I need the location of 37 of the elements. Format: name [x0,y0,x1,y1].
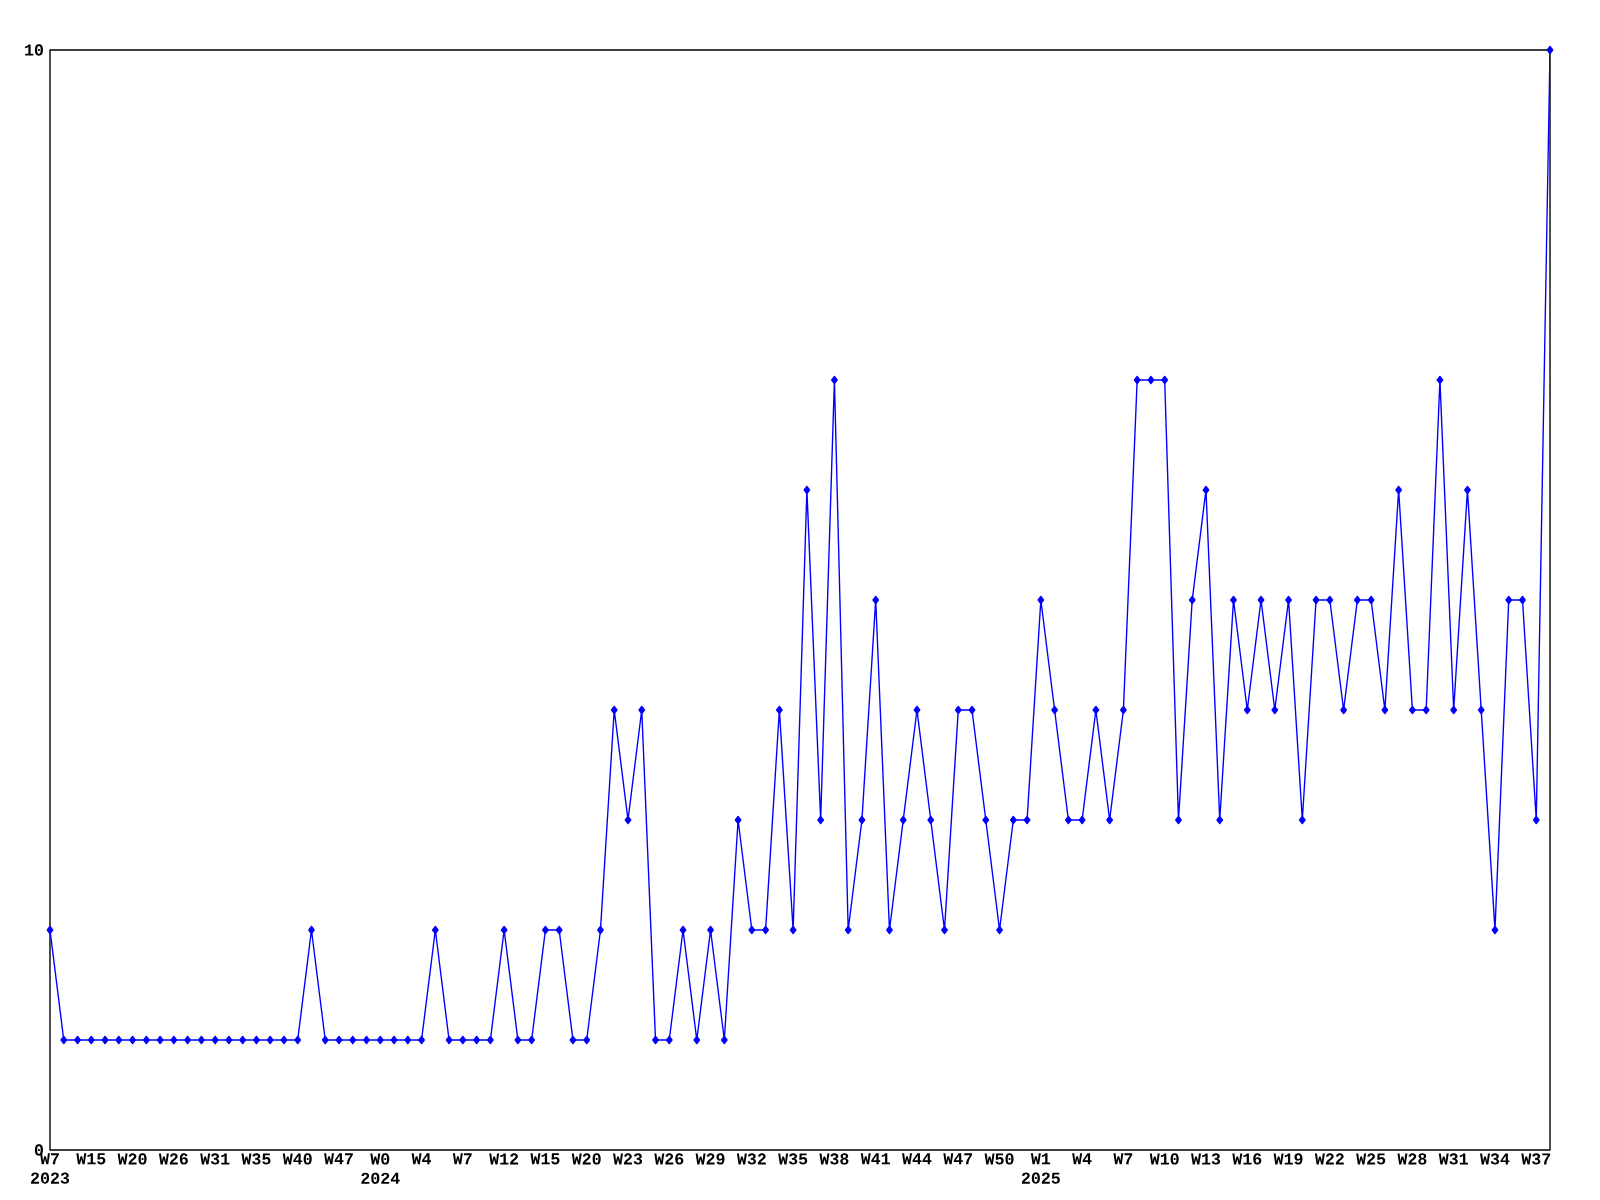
x-tick-label: W4 [1072,1153,1092,1165]
x-tick-label: W44 [902,1153,932,1165]
x-tick-label: W35 [241,1153,271,1165]
y-tick-label: 10 [25,44,43,56]
x-tick-label: W47 [943,1153,973,1165]
x-tick-label: W47 [324,1153,353,1165]
x-tick-label: W31 [200,1153,230,1165]
x-tick-label: W25 [1356,1153,1386,1165]
x-tick-label: W13 [1191,1153,1221,1165]
x-tick-label: W41 [860,1153,890,1165]
x-tick-label: W0 2024 [361,1153,400,1184]
x-tick-label: W34 [1480,1153,1510,1165]
x-tick-label: W16 [1232,1153,1262,1165]
x-tick-label: W12 [489,1153,519,1165]
x-tick-label: W29 [695,1153,725,1165]
x-tick-label: W26 [654,1153,684,1165]
x-tick-label: W50 [984,1153,1014,1165]
x-tick-label: W7 [1113,1153,1133,1165]
x-tick-label: W19 [1273,1153,1303,1165]
x-tick-label: W28 [1397,1153,1427,1165]
x-tick-label: W15 [530,1153,560,1165]
x-tick-label: W7 [452,1153,472,1165]
x-tick-label: W15 [76,1153,106,1165]
x-tick-label: W38 [819,1153,849,1165]
x-tick-label: W22 [1314,1153,1344,1165]
x-tick-label: W35 [778,1153,808,1165]
x-tick-label: W23 [613,1153,643,1165]
x-tick-label: W4 [411,1153,432,1165]
x-tick-label: W20 [117,1153,147,1165]
x-tick-label: W32 [736,1153,766,1165]
x-tick-label: W31 [1438,1153,1468,1165]
x-tick-label: W26 [158,1153,188,1165]
x-tick-label: W1 2025 [1021,1153,1060,1184]
x-tick-label: W37 [1521,1153,1551,1165]
x-tick-label: W10 [1149,1153,1179,1165]
x-tick-label: W40 [282,1153,312,1165]
x-tick-label: W20 [571,1153,601,1165]
